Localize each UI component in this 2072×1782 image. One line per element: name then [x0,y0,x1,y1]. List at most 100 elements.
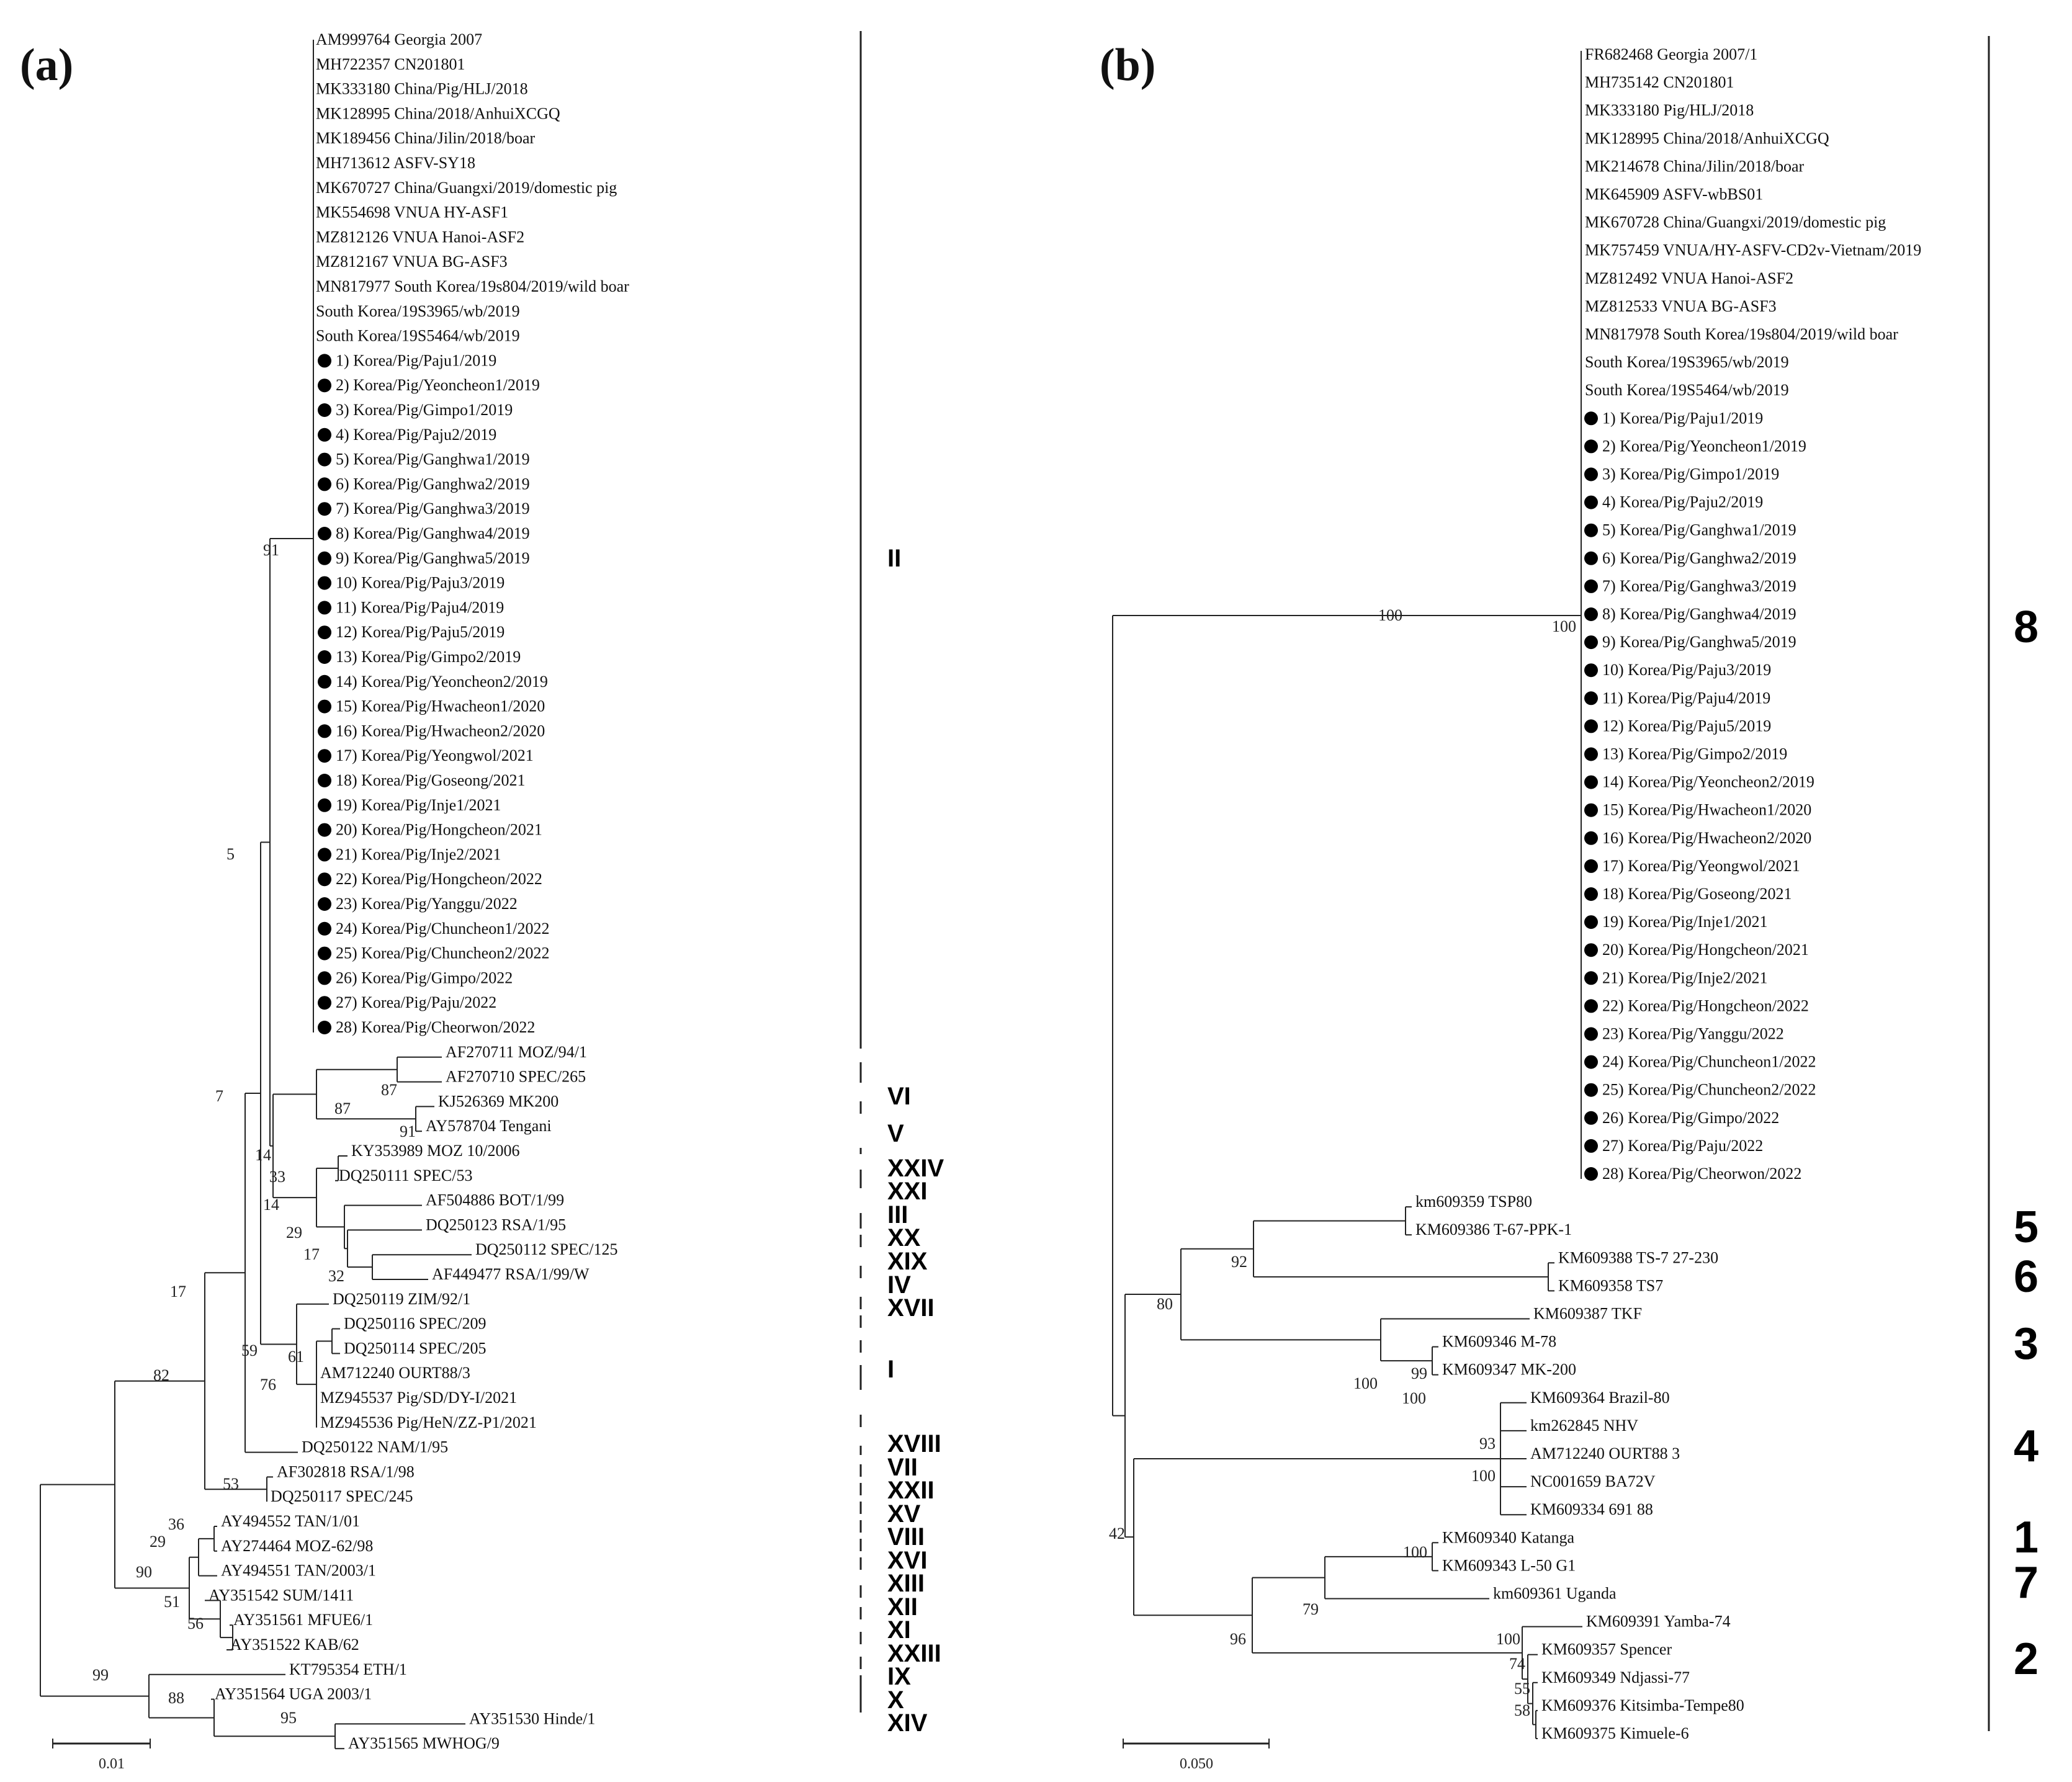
leaf-label: 9) Korea/Pig/Ganghwa5/2019 [336,549,530,567]
leaf-label: AF449477 RSA/1/99/W [432,1265,590,1283]
bootstrap-value: 87 [381,1081,397,1099]
leaf-label: 18) Korea/Pig/Goseong/2021 [336,771,525,789]
leaf-label: km262845 NHV [1530,1417,1638,1435]
leaf-label: AF302818 RSA/1/98 [277,1462,415,1480]
leaf-label: 14) Korea/Pig/Yeoncheon2/2019 [1602,773,1814,791]
leaf-label: MZ812167 VNUA BG-ASF3 [316,253,508,271]
leaf-label: MH713612 ASFV-SY18 [316,154,475,172]
marker-dot [1584,747,1598,761]
bootstrap-value: 59 [241,1341,258,1359]
leaf-label: 16) Korea/Pig/Hwacheon2/2020 [1602,829,1811,847]
leaf-label: DQ250114 SPEC/205 [344,1339,486,1357]
leaf-label: 23) Korea/Pig/Yanggu/2022 [1602,1025,1784,1043]
leaf-label: FR682468 Georgia 2007/1 [1585,45,1757,63]
bootstrap-value: 58 [1514,1701,1530,1719]
leaf-label: KM609346 M-78 [1442,1333,1556,1351]
marker-dot [318,699,331,714]
leaf-label: KY353989 MOZ 10/2006 [351,1142,520,1160]
leaf-label: 11) Korea/Pig/Paju4/2019 [1602,689,1770,707]
bootstrap-value: 61 [288,1348,304,1366]
marker-dot [318,428,331,442]
bootstrap-value: 74 [1509,1655,1525,1673]
bootstrap-value: 95 [280,1709,297,1727]
bootstrap-value: 79 [1303,1600,1319,1618]
bootstrap-value: 99 [92,1666,109,1684]
genotype-label: XI [887,1616,911,1644]
leaf-label: 3) Korea/Pig/Gimpo1/2019 [1602,465,1779,483]
leaf-label: 24) Korea/Pig/Chuncheon1/2022 [1602,1053,1816,1071]
leaf-label: AY494552 TAN/1/01 [221,1512,360,1530]
marker-dot [1584,607,1598,621]
genotype-label: XX [887,1224,921,1251]
leaf-label: 10) Korea/Pig/Paju3/2019 [336,574,505,592]
leaf-label: KT795354 ETH/1 [289,1660,407,1678]
scale-label-a: 0.01 [99,1756,125,1772]
leaf-label: 9) Korea/Pig/Ganghwa5/2019 [1602,633,1796,651]
panel-b-label: (b) [1100,40,1156,91]
marker-dot [318,724,331,738]
bootstrap-value: 17 [303,1245,320,1263]
leaf-label: 21) Korea/Pig/Inje2/2021 [1602,969,1767,987]
leaf-label: 16) Korea/Pig/Hwacheon2/2020 [336,722,545,740]
leaf-label: DQ250119 ZIM/92/1 [333,1290,470,1308]
leaf-label: AY351522 KAB/62 [230,1636,359,1654]
leaf-label: MK645909 ASFV-wbBS01 [1585,186,1763,204]
leaf-label: MH722357 CN201801 [316,55,465,73]
marker-dot [318,921,331,936]
genotype-label: 2 [2014,1634,2038,1684]
bootstrap-value: 42 [1109,1525,1125,1542]
genotype-label: VIII [887,1523,925,1551]
leaf-label: AY494551 TAN/2003/1 [221,1562,376,1580]
marker-dot [318,872,331,887]
bootstrap-value: 80 [1157,1295,1173,1313]
leaf-label: MK189456 China/Jilin/2018/boar [316,129,536,147]
bootstrap-value: 55 [1514,1680,1530,1698]
leaf-label: DQ250123 RSA/1/95 [426,1216,566,1234]
genotype-label: 8 [2014,602,2038,652]
genotype-label: XXIV [887,1155,944,1182]
marker-dot [318,403,331,417]
leaf-label: KM609334 691 88 [1530,1500,1653,1518]
leaf-label: 6) Korea/Pig/Ganghwa2/2019 [1602,549,1796,567]
leaf-label: MK214678 China/Jilin/2018/boar [1585,157,1805,175]
bootstrap-value: 56 [187,1614,204,1632]
bootstrap-value: 51 [164,1593,180,1611]
leaf-label: KM609375 Kimuele-6 [1541,1724,1689,1742]
leaf-label: 24) Korea/Pig/Chuncheon1/2022 [336,920,549,938]
bootstrap-value: 53 [223,1475,239,1493]
bootstrap-value: 93 [1479,1435,1496,1453]
genotype-label: I [887,1356,894,1383]
leaf-label: 28) Korea/Pig/Cheorwon/2022 [1602,1165,1801,1183]
leaf-label: AM712240 OURT88/3 [320,1364,470,1382]
leaf-label: 6) Korea/Pig/Ganghwa2/2019 [336,475,530,493]
marker-dot [1584,1167,1598,1181]
bootstrap-value: 29 [286,1224,302,1242]
genotype-label: XXI [887,1178,927,1205]
leaf-label: 26) Korea/Pig/Gimpo/2022 [1602,1109,1779,1127]
leaf-label: 10) Korea/Pig/Paju3/2019 [1602,661,1771,679]
marker-dot [318,774,331,787]
genotype-label: XVIII [887,1430,941,1457]
leaf-label: 25) Korea/Pig/Chuncheon2/2022 [1602,1081,1816,1099]
marker-dot [1584,775,1598,789]
leaf-label: AY351564 UGA 2003/1 [215,1685,372,1703]
leaf-label: 26) Korea/Pig/Gimpo/2022 [336,969,513,987]
bootstrap-value: 17 [170,1283,186,1301]
bootstrap-value: 82 [153,1366,169,1384]
bootstrap-value: 14 [263,1196,279,1214]
marker-dot [1584,663,1598,678]
bootstrap-value: 92 [1231,1253,1247,1271]
bootstrap-value: 100 [1552,617,1576,635]
leaf-label: MK670728 China/Guangxi/2019/domestic pig [1585,213,1886,231]
panel-a-label: (a) [20,40,74,91]
marker-dot [1584,831,1598,845]
bootstrap-value: 7 [215,1087,223,1105]
marker-dot [318,601,331,615]
marker-dot [318,823,331,837]
leaf-label: MH735142 CN201801 [1585,73,1734,91]
leaf-label: MN817978 South Korea/19s804/2019/wild bo… [1585,325,1898,343]
leaf-label: DQ250117 SPEC/245 [271,1487,413,1505]
leaf-label: 12) Korea/Pig/Paju5/2019 [336,623,505,641]
leaf-label: KM609376 Kitsimba-Tempe80 [1541,1696,1744,1714]
